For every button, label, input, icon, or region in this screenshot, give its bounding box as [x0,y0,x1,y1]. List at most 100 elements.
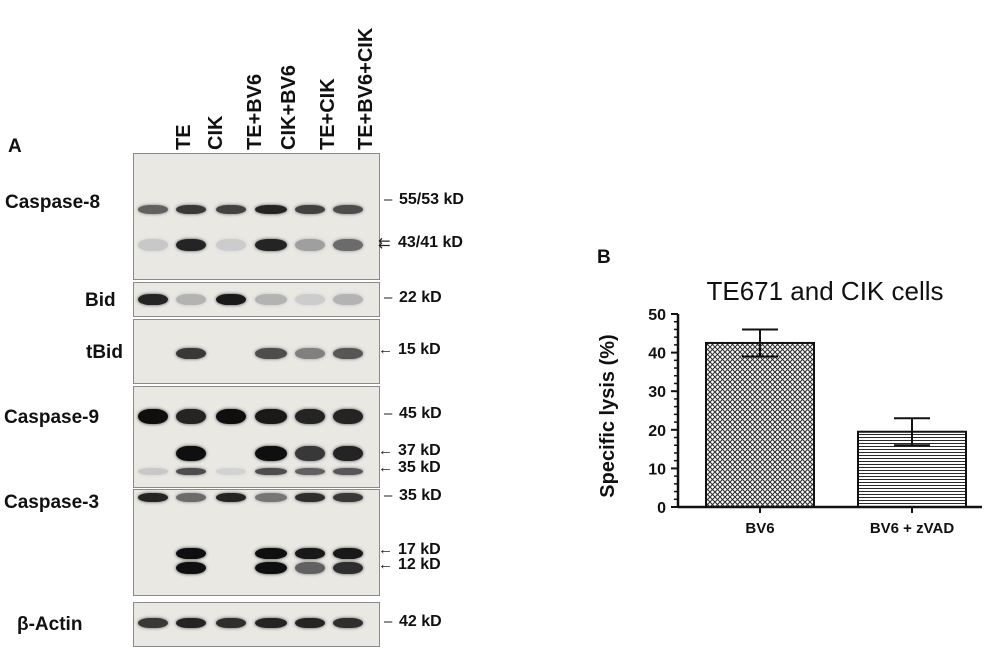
blot-band [295,467,325,475]
size-marker-symbol: ← [378,541,393,558]
size-marker-symbol: ← [378,341,393,358]
blot-band [255,293,287,305]
lane-label: CIK [205,115,227,150]
lane-label: TE [173,124,195,150]
blot-band [176,618,206,628]
y-tick-label: 50 [648,307,666,324]
blot-band [295,204,325,214]
blot-band [176,408,206,424]
blot-panel [133,386,380,488]
blot-band [333,618,363,628]
blot-band [255,618,287,628]
size-marker-label: 35 kD [398,459,441,476]
bar [705,341,815,508]
size-marker-symbol: – [384,191,393,208]
size-marker-symbol: – [384,487,393,504]
blot-band [255,445,287,461]
blot-band [176,347,206,359]
x-category-label: BV6 [745,520,774,537]
blot-panel [133,489,380,596]
blot-band [216,492,246,502]
size-marker-label: 42 kD [399,613,442,630]
blot-band [295,618,325,628]
blot-row-label: tBid [86,342,123,363]
blot-band [295,239,325,251]
blot-band [255,408,287,424]
blot-band [255,547,287,559]
lane-label: TE+BV6+CIK [355,27,377,150]
size-marker-label: 43/41 kD [398,234,463,251]
size-marker-label: 12 kD [398,556,441,573]
size-marker-symbol: – [384,405,393,422]
blot-band [295,562,325,574]
y-axis-label: Specific lysis (%) [597,334,619,497]
blot-band [176,492,206,502]
blot-band [216,293,246,305]
blot-band [333,293,363,305]
size-marker-label: 55/53 kD [399,191,464,208]
blot-band [176,239,206,251]
bar-chart: TE671 and CIK cells Specific lysis (%) 0… [597,276,982,537]
lane-label: TE+BV6 [244,73,266,150]
size-marker-label: 37 kD [398,442,441,459]
blot-band [333,467,363,475]
size-marker-symbol: ⇇ [378,235,391,252]
lane-label: CIK+BV6 [278,64,300,150]
blot-row-label: Caspase-3 [4,492,100,513]
blot-band [138,204,168,214]
blot-band [216,408,246,424]
blot-band [255,239,287,251]
size-marker-label: 22 kD [399,289,442,306]
blot-band [255,347,287,359]
blot-row-label: Caspase-9 [4,407,100,428]
blot-row-label: Bid [85,290,116,311]
blot-band [138,618,168,628]
chart-title: TE671 and CIK cells [706,276,943,306]
blot-band [295,347,325,359]
panel-b-letter: B [597,247,611,268]
blot-panel [133,602,380,647]
size-marker-label: 45 kD [399,405,442,422]
blot-band [295,408,325,424]
blot-band [138,293,168,305]
blot-band [176,445,206,461]
blot-band [295,547,325,559]
panel-a-letter: A [8,136,22,157]
blot-band [216,239,246,251]
blot-band [216,618,246,628]
blot-band [138,467,168,475]
lane-label: TE+CIK [317,78,339,150]
size-marker-label: 15 kD [398,341,441,358]
bars [705,328,967,508]
x-category-label: BV6 + zVAD [870,520,954,537]
blot-band [138,408,168,424]
blot-band [216,204,246,214]
y-tick-label: 10 [648,461,666,478]
blot-band [255,562,287,574]
y-tick-label: 30 [648,384,666,401]
blot-band [176,467,206,475]
y-tick-label: 40 [648,346,666,363]
size-marker-symbol: ← [378,459,393,476]
blot-band [333,239,363,251]
blot-panel [133,282,380,317]
blot-band [138,239,168,251]
blot-band [138,492,168,502]
size-marker-symbol: ← [378,442,393,459]
blot-band [333,562,363,574]
size-marker-symbol: – [384,289,393,306]
blot-band [295,293,325,305]
blot-band [295,492,325,502]
blot-band [333,445,363,461]
y-tick-label: 0 [657,500,666,517]
blot-band [333,204,363,214]
y-tick-label: 20 [648,423,666,440]
blot-band [176,562,206,574]
blot-band [333,408,363,424]
blot-panel [133,319,380,384]
blot-band [333,492,363,502]
blot-band [295,445,325,461]
blot-panel [133,153,380,280]
blot-band [333,547,363,559]
blot-band [216,467,246,475]
